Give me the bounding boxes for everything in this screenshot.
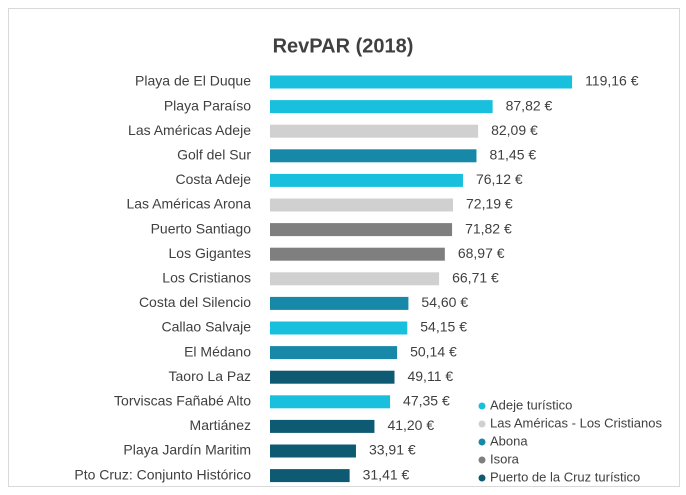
legend-label: Puerto de la Cruz turístico [490,469,640,484]
y-tick-label: Los Gigantes [169,245,252,261]
y-tick-label: Playa Jardín Maritim [123,442,251,458]
y-tick-label: Los Cristianos [162,270,251,286]
y-tick-label: Playa de El Duque [135,73,251,89]
bar [270,173,463,187]
legend-marker [478,474,486,482]
legend-marker [478,456,486,464]
chart-title: RevPAR (2018) [273,35,414,57]
bar [270,198,454,212]
data-label: 49,11 € [407,368,453,384]
data-label: 72,19 € [466,196,513,212]
bar [270,296,409,310]
data-label: 76,12 € [476,171,523,187]
bar [270,469,350,483]
y-tick-label: Golf del Sur [177,147,251,163]
data-label: 47,35 € [403,393,450,409]
y-tick-label: El Médano [184,343,251,359]
legend-marker [478,438,486,446]
data-label: 119,16 € [585,73,639,89]
data-label: 31,41 € [363,466,410,482]
y-tick-label: Puerto Santiago [151,220,252,236]
data-label: 41,20 € [387,417,434,433]
y-tick-label: Martiánez [190,417,251,433]
data-label: 33,91 € [369,442,416,458]
y-tick-label: Playa Paraíso [164,97,251,113]
y-tick-label: Pto Cruz: Conjunto Histórico [74,466,251,482]
y-tick-label: Torviscas Fañabé Alto [114,393,251,409]
legend-label: Isora [490,451,520,466]
legend-label: Las Américas - Los Cristianos [490,415,662,430]
bar [270,100,493,114]
bar [270,272,440,286]
legend-marker [478,420,486,428]
data-label: 81,45 € [489,147,536,163]
bar [270,149,477,163]
data-label: 87,82 € [506,97,553,113]
data-label: 54,15 € [420,319,467,335]
legend-label: Adeje turístico [490,397,572,412]
y-tick-label: Taoro La Paz [169,368,252,384]
bar [270,419,375,433]
bar [270,247,445,261]
data-label: 66,71 € [452,270,499,286]
bar [270,346,398,360]
y-tick-label: Costa del Silencio [139,294,251,310]
data-label: 71,82 € [465,220,512,236]
y-tick-label: Las Américas Adeje [128,122,251,138]
bar [270,321,408,335]
data-label: 68,97 € [458,245,505,261]
bar [270,444,356,458]
bar [270,75,573,89]
legend-marker [478,402,486,410]
y-tick-label: Las Américas Arona [126,196,251,212]
legend-label: Abona [490,433,528,448]
bar [270,223,453,237]
y-tick-label: Callao Salvaje [162,319,252,335]
y-tick-label: Costa Adeje [176,171,252,187]
bar [270,395,391,409]
data-label: 54,60 € [421,294,468,310]
bar [270,124,479,138]
data-label: 82,09 € [491,122,538,138]
bar [270,370,395,384]
data-label: 50,14 € [410,343,457,359]
